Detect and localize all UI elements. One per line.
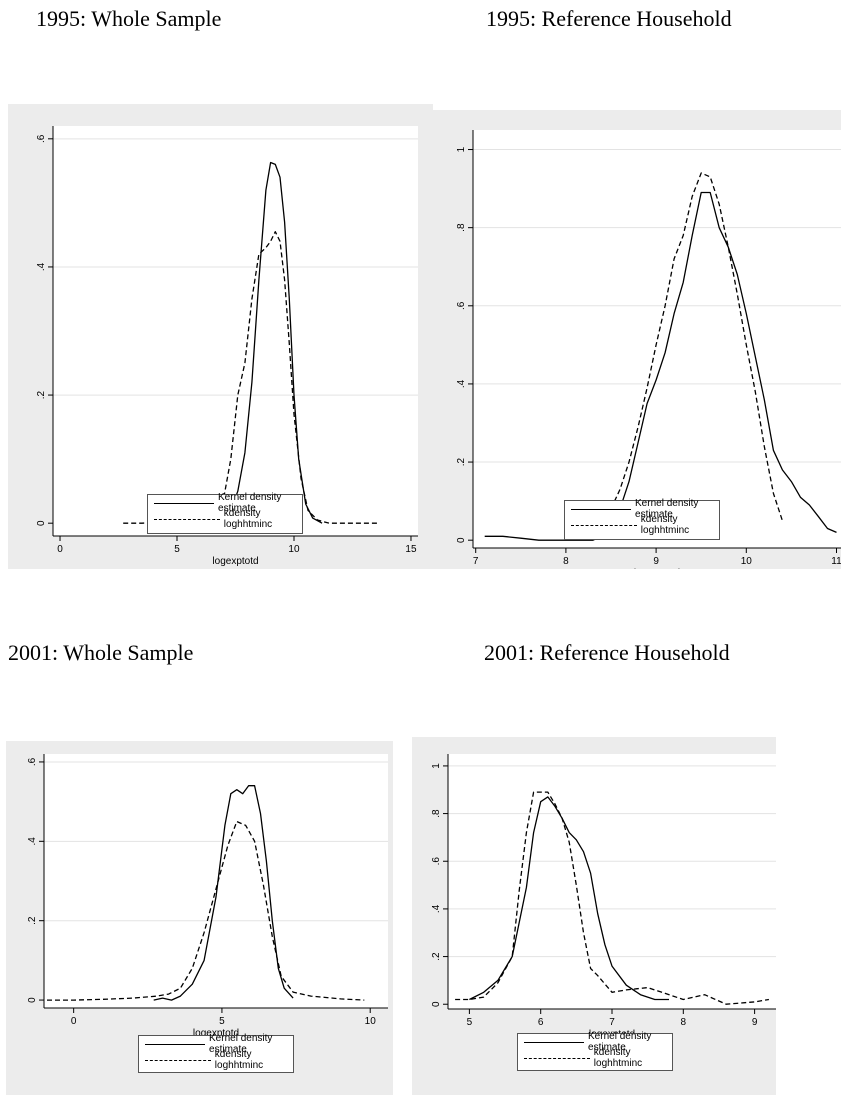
series-line-kernel (153, 785, 294, 1001)
chart-2001-reference: 0.2.4.6.8156789logexptotd (431, 754, 776, 1040)
x-tick-label: 9 (653, 556, 659, 567)
legend-dash-swatch (145, 1059, 211, 1061)
y-tick-label: .2 (431, 952, 442, 961)
legend-item-kernel: Kernel density estimate (518, 1031, 672, 1053)
heading-1995-reference: 1995: Reference Household (486, 6, 732, 31)
x-axis-title: logexptotd (193, 1028, 239, 1039)
y-tick-label: .2 (36, 390, 47, 399)
legend-item-kernel: Kernel density estimate (148, 492, 302, 514)
chart-panel-1995-reference: 0 .2 .4 .6 .8 1 7 8 9 10 11 logexptotd Kernel densi… (433, 110, 841, 569)
heading-2001-reference: 2001: Reference Household (484, 640, 730, 665)
x-tick-label: 10 (365, 1016, 377, 1027)
x-tick-label: 6 (538, 1017, 544, 1028)
y-tick-label: .4 (36, 262, 47, 271)
legend-item-kernel: Kernel density estimate (139, 1033, 293, 1055)
plot-area (448, 754, 776, 1009)
x-tick-label: 5 (467, 1017, 473, 1028)
legend-item-kdensity: kdensity loghhtminc (565, 514, 719, 536)
x-tick-label: 9 (752, 1017, 758, 1028)
heading-2001-whole: 2001: Whole Sample (8, 640, 194, 665)
chart-panel-2001-reference: 0.2.4.6.8156789logexptotd Kernel density… (412, 737, 776, 1095)
x-tick-label: 5 (219, 1016, 225, 1027)
y-tick-label: .8 (456, 223, 467, 232)
legend-label-kdensity: kdensity loghhtminc (593, 1047, 643, 1069)
legend-2001-reference: Kernel density estimate kdensity loghhtm… (517, 1031, 673, 1071)
x-tick-label: 8 (681, 1017, 687, 1028)
y-tick-label: 0 (456, 537, 467, 543)
chart-1995-whole: 0 .2 .4 .6 0 5 10 15 logexptotd (36, 126, 418, 567)
legend-solid-swatch (145, 1043, 206, 1045)
y-tick-label: .6 (456, 301, 467, 310)
legend-1995-reference: Kernel density estimate kdensity loghhtm… (564, 498, 720, 540)
series-line-kdensity (455, 791, 770, 1005)
legend-label-kdensity: kdensity loghhtminc (223, 508, 273, 530)
chart-panel-1995-whole: 0 .2 .4 .6 0 5 10 15 logexptotd Kernel density e… (8, 104, 433, 569)
x-tick-label: 7 (473, 556, 479, 567)
x-axis-title: logexptotd (634, 568, 680, 569)
x-tick-label: 10 (288, 544, 300, 555)
x-tick-label: 10 (741, 556, 753, 567)
y-tick-label: 0 (431, 1001, 442, 1007)
legend-dash-swatch (571, 524, 637, 526)
legend-label-kernel: Kernel density estimate (209, 1033, 273, 1055)
series-line-kdensity (123, 231, 379, 524)
x-tick-label: 15 (405, 544, 417, 555)
legend-solid-swatch (524, 1041, 585, 1043)
y-tick-label: .4 (431, 904, 442, 913)
legend-item-kdensity: kdensity loghhtminc (139, 1049, 293, 1071)
y-tick-label: .4 (27, 837, 38, 846)
y-tick-label: 0 (27, 997, 38, 1003)
legend-2001-whole: Kernel density estimate kdensity loghhtm… (138, 1033, 294, 1073)
x-tick-label: 8 (563, 556, 569, 567)
x-tick-label: 5 (174, 544, 180, 555)
legend-label-kernel: Kernel density estimate (218, 492, 282, 514)
x-tick-label: 0 (71, 1016, 77, 1027)
plot-area (53, 126, 418, 536)
legend-1995-whole: Kernel density estimate kdensity loghhtm… (147, 492, 303, 534)
legend-solid-swatch (154, 502, 215, 504)
y-tick-label: 1 (456, 146, 467, 152)
x-tick-label: 11 (831, 556, 841, 567)
series-line-kernel (469, 796, 669, 1001)
y-tick-label: .2 (27, 916, 38, 925)
legend-dash-swatch (154, 518, 220, 520)
y-tick-label: 1 (431, 763, 442, 769)
x-tick-label: 7 (609, 1017, 615, 1028)
heading-1995-whole: 1995: Whole Sample (36, 6, 222, 31)
legend-solid-swatch (571, 508, 632, 510)
chart-panel-2001-whole: 0 .2 .4 .6 0 5 10 logexptotd Kernel density est… (6, 741, 393, 1095)
legend-label-kernel: Kernel density estimate (588, 1031, 652, 1053)
legend-item-kernel: Kernel density estimate (565, 498, 719, 520)
x-tick-label: 0 (57, 544, 63, 555)
legend-item-kdensity: kdensity loghhtminc (148, 508, 302, 530)
y-tick-label: .2 (456, 457, 467, 466)
legend-label-kdensity: kdensity loghhtminc (640, 514, 690, 536)
x-axis-title: logexptotd (212, 556, 258, 567)
y-tick-label: 0 (36, 520, 47, 526)
legend-item-kdensity: kdensity loghhtminc (518, 1047, 672, 1069)
chart-1995-reference: 0 .2 .4 .6 .8 1 7 8 9 10 11 logexptotd (456, 130, 841, 569)
plot-area (44, 754, 388, 1008)
series-line-kdensity (583, 172, 784, 526)
legend-label-kernel: Kernel density estimate (635, 498, 699, 520)
legend-label-kdensity: kdensity loghhtminc (214, 1049, 264, 1071)
legend-dash-swatch (524, 1057, 590, 1059)
y-tick-label: .8 (431, 809, 442, 818)
y-tick-label: .6 (36, 134, 47, 143)
y-tick-label: .6 (431, 857, 442, 866)
series-line-kdensity (47, 820, 365, 1001)
chart-2001-whole: 0 .2 .4 .6 0 5 10 logexptotd (27, 754, 388, 1039)
y-tick-label: .6 (27, 757, 38, 766)
y-tick-label: .4 (456, 379, 467, 388)
